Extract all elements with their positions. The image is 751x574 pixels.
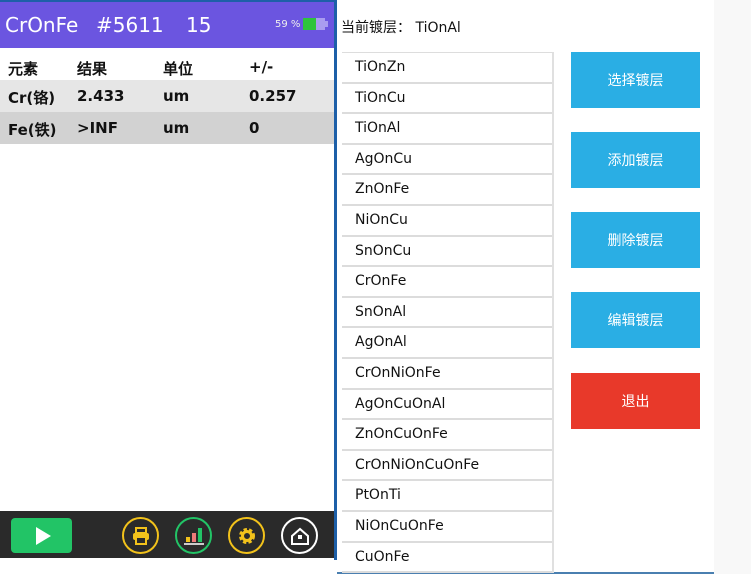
table-row: Cr(铬) 2.433 um 0.257 <box>0 80 334 112</box>
coating-list-item[interactable]: TiOnCu <box>342 84 552 115</box>
coating-list-item[interactable]: AgOnCuOnAl <box>342 390 552 421</box>
table-header: 元素 结果 单位 +/- <box>0 52 334 80</box>
coating-list-item[interactable]: ZnOnFe <box>342 175 552 206</box>
cell: um <box>163 87 190 105</box>
coating-list-item[interactable]: PtOnTi <box>342 481 552 512</box>
coating-list-item[interactable]: CuOnFe <box>342 543 552 574</box>
coating-list-item[interactable]: CrOnFe <box>342 267 552 298</box>
play-button[interactable] <box>11 518 72 553</box>
coating-list-item[interactable]: AgOnAl <box>342 328 552 359</box>
measurement-panel: CrOnFe #5611 15 59 % 元素 结果 单位 +/- Cr(铬) … <box>0 0 337 574</box>
battery-text: 59 % <box>275 18 301 30</box>
coating-list-item[interactable]: SnOnCu <box>342 237 552 268</box>
current-coating-value: TiOnAl <box>415 20 461 36</box>
bottom-toolbar <box>0 511 334 558</box>
measure-count: 15 <box>186 13 212 37</box>
coating-list-item[interactable]: NiOnCu <box>342 206 552 237</box>
gear-icon <box>238 527 255 544</box>
panel-frame <box>0 0 337 560</box>
cell: Fe(铁) <box>8 121 57 139</box>
cell: 2.433 <box>77 87 125 105</box>
cell: Cr(铬) <box>8 89 56 107</box>
chart-button[interactable] <box>175 517 212 554</box>
coating-list-item[interactable]: AgOnCu <box>342 145 552 176</box>
print-button[interactable] <box>122 517 159 554</box>
cell: um <box>163 119 190 137</box>
current-coating-label: 当前镀层： <box>341 20 411 36</box>
coating-name: CrOnFe <box>5 13 79 37</box>
printer-icon <box>132 526 149 545</box>
current-coating: 当前镀层： TiOnAl <box>341 17 461 37</box>
home-button[interactable] <box>281 517 318 554</box>
col-element: 元素 <box>8 60 39 78</box>
cell: 0.257 <box>249 87 297 105</box>
exit-button[interactable]: 退出 <box>571 373 700 429</box>
select-coating-button[interactable]: 选择镀层 <box>571 52 700 108</box>
col-unit: 单位 <box>163 60 194 78</box>
delete-coating-button[interactable]: 删除镀层 <box>571 212 700 268</box>
coating-list-item[interactable]: CrOnNiOnCuOnFe <box>342 451 552 482</box>
home-icon <box>290 527 309 545</box>
add-coating-button[interactable]: 添加镀层 <box>571 132 700 188</box>
coating-list-item[interactable]: NiOnCuOnFe <box>342 512 552 543</box>
col-result: 结果 <box>77 60 108 78</box>
coating-list[interactable]: TiOnZn TiOnCu TiOnAl AgOnCu ZnOnFe NiOnCu SnOn… <box>342 52 554 574</box>
coating-list-item[interactable]: CrOnNiOnFe <box>342 359 552 390</box>
record-id: #5611 <box>96 13 164 37</box>
header-bar: CrOnFe #5611 15 59 % <box>0 2 334 48</box>
settings-button[interactable] <box>228 517 265 554</box>
coating-list-item[interactable]: TiOnZn <box>342 53 552 84</box>
coating-list-item[interactable]: SnOnAl <box>342 298 552 329</box>
chart-icon <box>183 527 204 545</box>
cell: 0 <box>249 119 260 137</box>
battery-status: 59 % <box>275 18 329 30</box>
cell: >INF <box>77 119 118 137</box>
coating-list-item[interactable]: ZnOnCuOnFe <box>342 420 552 451</box>
col-error: +/- <box>249 58 274 76</box>
edit-coating-button[interactable]: 编辑镀层 <box>571 292 700 348</box>
coating-list-item[interactable]: TiOnAl <box>342 114 552 145</box>
table-row: Fe(铁) >INF um 0 <box>0 112 334 144</box>
battery-icon <box>303 18 329 30</box>
coating-panel: 当前镀层： TiOnAl TiOnZn TiOnCu TiOnAl AgOnCu ZnO… <box>337 0 714 574</box>
